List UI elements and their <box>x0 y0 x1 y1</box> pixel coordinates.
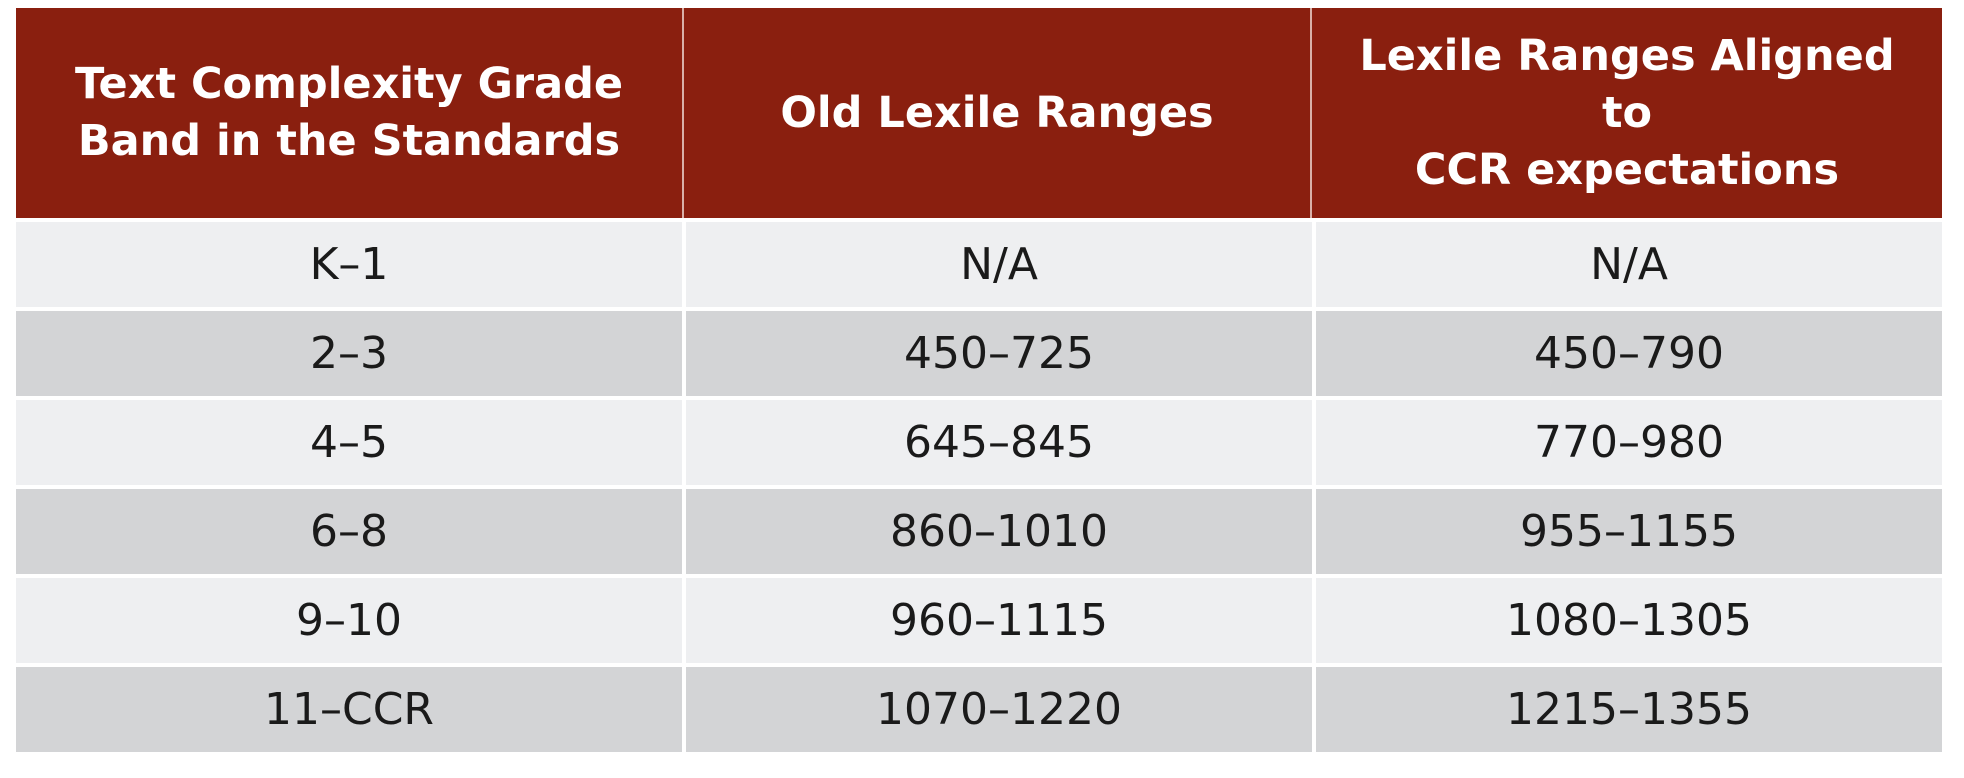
header-grade-band: Text Complexity Grade Band in the Standa… <box>16 8 684 218</box>
header-old-lexile: Old Lexile Ranges <box>684 8 1312 218</box>
table-row: 2–3 450–725 450–790 <box>16 311 1942 396</box>
aligned-lexile-cell: 770–980 <box>1316 400 1942 485</box>
table-row: 9–10 960–1115 1080–1305 <box>16 578 1942 663</box>
grade-band-cell: 11–CCR <box>16 667 682 752</box>
old-lexile-cell: N/A <box>686 222 1312 307</box>
old-lexile-cell: 860–1010 <box>686 489 1312 574</box>
grade-band-cell: 9–10 <box>16 578 682 663</box>
old-lexile-cell: 450–725 <box>686 311 1312 396</box>
aligned-lexile-cell: 450–790 <box>1316 311 1942 396</box>
grade-band-cell: 6–8 <box>16 489 682 574</box>
table-row: 4–5 645–845 770–980 <box>16 400 1942 485</box>
grade-band-cell: K–1 <box>16 222 682 307</box>
table-row: 6–8 860–1010 955–1155 <box>16 489 1942 574</box>
table-row: 11–CCR 1070–1220 1215–1355 <box>16 667 1942 752</box>
aligned-lexile-cell: 1215–1355 <box>1316 667 1942 752</box>
grade-band-cell: 4–5 <box>16 400 682 485</box>
old-lexile-cell: 1070–1220 <box>686 667 1312 752</box>
aligned-lexile-cell: N/A <box>1316 222 1942 307</box>
lexile-table: Text Complexity Grade Band in the Standa… <box>16 8 1942 752</box>
old-lexile-cell: 960–1115 <box>686 578 1312 663</box>
old-lexile-cell: 645–845 <box>686 400 1312 485</box>
table-header-row: Text Complexity Grade Band in the Standa… <box>16 8 1942 218</box>
grade-band-cell: 2–3 <box>16 311 682 396</box>
table-row: K–1 N/A N/A <box>16 222 1942 307</box>
aligned-lexile-cell: 955–1155 <box>1316 489 1942 574</box>
header-aligned-lexile: Lexile Ranges Aligned to CCR expectation… <box>1359 30 1895 195</box>
aligned-lexile-cell: 1080–1305 <box>1316 578 1942 663</box>
